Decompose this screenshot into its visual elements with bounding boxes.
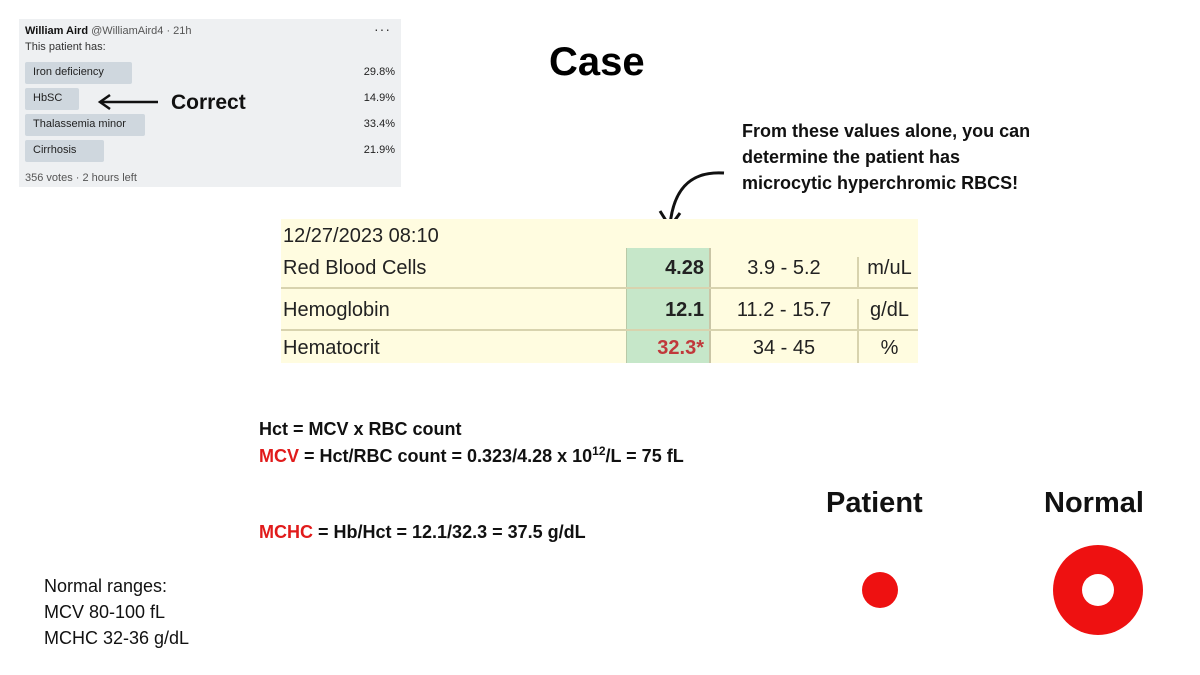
lab-test-unit: % [857, 331, 920, 363]
lab-datetime: 12/27/2023 08:10 [283, 225, 439, 247]
poll-option-percent: 29.8% [363, 66, 395, 78]
table-row: Hematocrit 32.3* 34 - 45 % [281, 331, 918, 363]
poll-option-percent: 21.9% [363, 144, 395, 156]
mcv-formula: MCV = Hct/RBC count = 0.323/4.28 x 1012/… [259, 444, 684, 467]
poll-option: Cirrhosis 21.9% [25, 140, 395, 162]
poll-card: William Aird @WilliamAird4 · 21h ··· Thi… [19, 19, 401, 187]
annotation-note: From these values alone, you can determi… [742, 118, 1030, 196]
poll-option: Iron deficiency 29.8% [25, 62, 395, 84]
note-line: From these values alone, you can [742, 121, 1031, 141]
poll-author-name: William Aird [25, 25, 89, 37]
lab-test-value: 4.28 [665, 257, 704, 279]
lab-rows: Red Blood Cells 4.28 3.9 - 5.2 m/uL Hemo… [281, 219, 918, 363]
poll-option: Thalassemia minor 33.4% [25, 114, 395, 136]
poll-option-bar [25, 88, 79, 110]
poll-question: This patient has: [25, 41, 106, 53]
normal-ranges: Normal ranges: MCV 80-100 fL MCHC 32-36 … [44, 573, 189, 651]
poll-option-label: Iron deficiency [33, 66, 104, 78]
patient-label: Patient [826, 487, 923, 519]
poll-footer: 356 votes · 2 hours left [25, 172, 137, 184]
lab-test-range: 34 - 45 [752, 337, 816, 359]
poll-author-handle: @WilliamAird4 · 21h [91, 25, 192, 37]
lab-test-range: 3.9 - 5.2 [747, 257, 821, 279]
poll-option-label: Cirrhosis [33, 144, 77, 156]
lab-value-column [626, 248, 711, 363]
lab-test-range: 11.2 - 15.7 [736, 299, 832, 321]
mcv-result: /L = 75 fL [605, 446, 684, 466]
poll-option-label: Thalassemia minor [33, 118, 126, 130]
lab-test-name: Hemoglobin [283, 299, 390, 321]
mcv-term: MCV [259, 446, 299, 466]
normal-ranges-heading: Normal ranges: [44, 576, 168, 596]
lab-test-value: 32.3* [657, 337, 704, 359]
poll-option-percent: 14.9% [363, 92, 395, 104]
poll-option-label: HbSC [33, 92, 63, 104]
lab-test-name: Red Blood Cells [283, 257, 427, 279]
mchc-formula: MCHC = Hb/Hct = 12.1/32.3 = 37.5 g/dL [259, 522, 586, 543]
table-row: Red Blood Cells 4.28 3.9 - 5.2 m/uL [281, 247, 918, 289]
more-horizontal-icon[interactable]: ··· [374, 21, 391, 37]
page-title: Case [549, 40, 645, 84]
normal-range-mchc: MCHC 32-36 g/dL [44, 628, 190, 648]
lab-results-table: 12/27/2023 08:10 [281, 219, 918, 363]
lab-test-unit: g/dL [857, 299, 920, 329]
normal-range-mcv: MCV 80-100 fL [44, 602, 166, 622]
poll-option: HbSC 14.9% [25, 88, 395, 110]
mchc-expression: = Hb/Hct = 12.1/32.3 = 37.5 g/dL [313, 522, 586, 542]
lab-test-unit: m/uL [857, 257, 920, 287]
note-line: determine the patient has [742, 147, 961, 167]
lab-test-value: 12.1 [665, 299, 704, 321]
poll-header: William Aird @WilliamAird4 · 21h [25, 25, 192, 37]
table-row: Hemoglobin 12.1 11.2 - 15.7 g/dL [281, 289, 918, 331]
note-line: microcytic hyperchromic RBCS! [742, 173, 1019, 193]
patient-rbc-illustration [862, 572, 898, 608]
mchc-term: MCHC [259, 522, 313, 542]
poll-option-bar [25, 140, 104, 162]
hct-formula: Hct = MCV x RBC count [259, 419, 462, 439]
normal-rbc-illustration [1053, 545, 1143, 635]
correct-label: Correct [171, 91, 246, 114]
poll-option-bar [25, 62, 133, 84]
arrow-left-icon [97, 93, 158, 111]
normal-label: Normal [1044, 487, 1144, 519]
mcv-expression: = Hct/RBC count = 0.323/4.28 x 10 [299, 446, 593, 466]
poll-option-percent: 33.4% [363, 118, 395, 130]
poll-option-bar [25, 114, 145, 136]
lab-test-name: Hematocrit [283, 337, 380, 359]
mcv-exponent: 12 [592, 444, 606, 458]
